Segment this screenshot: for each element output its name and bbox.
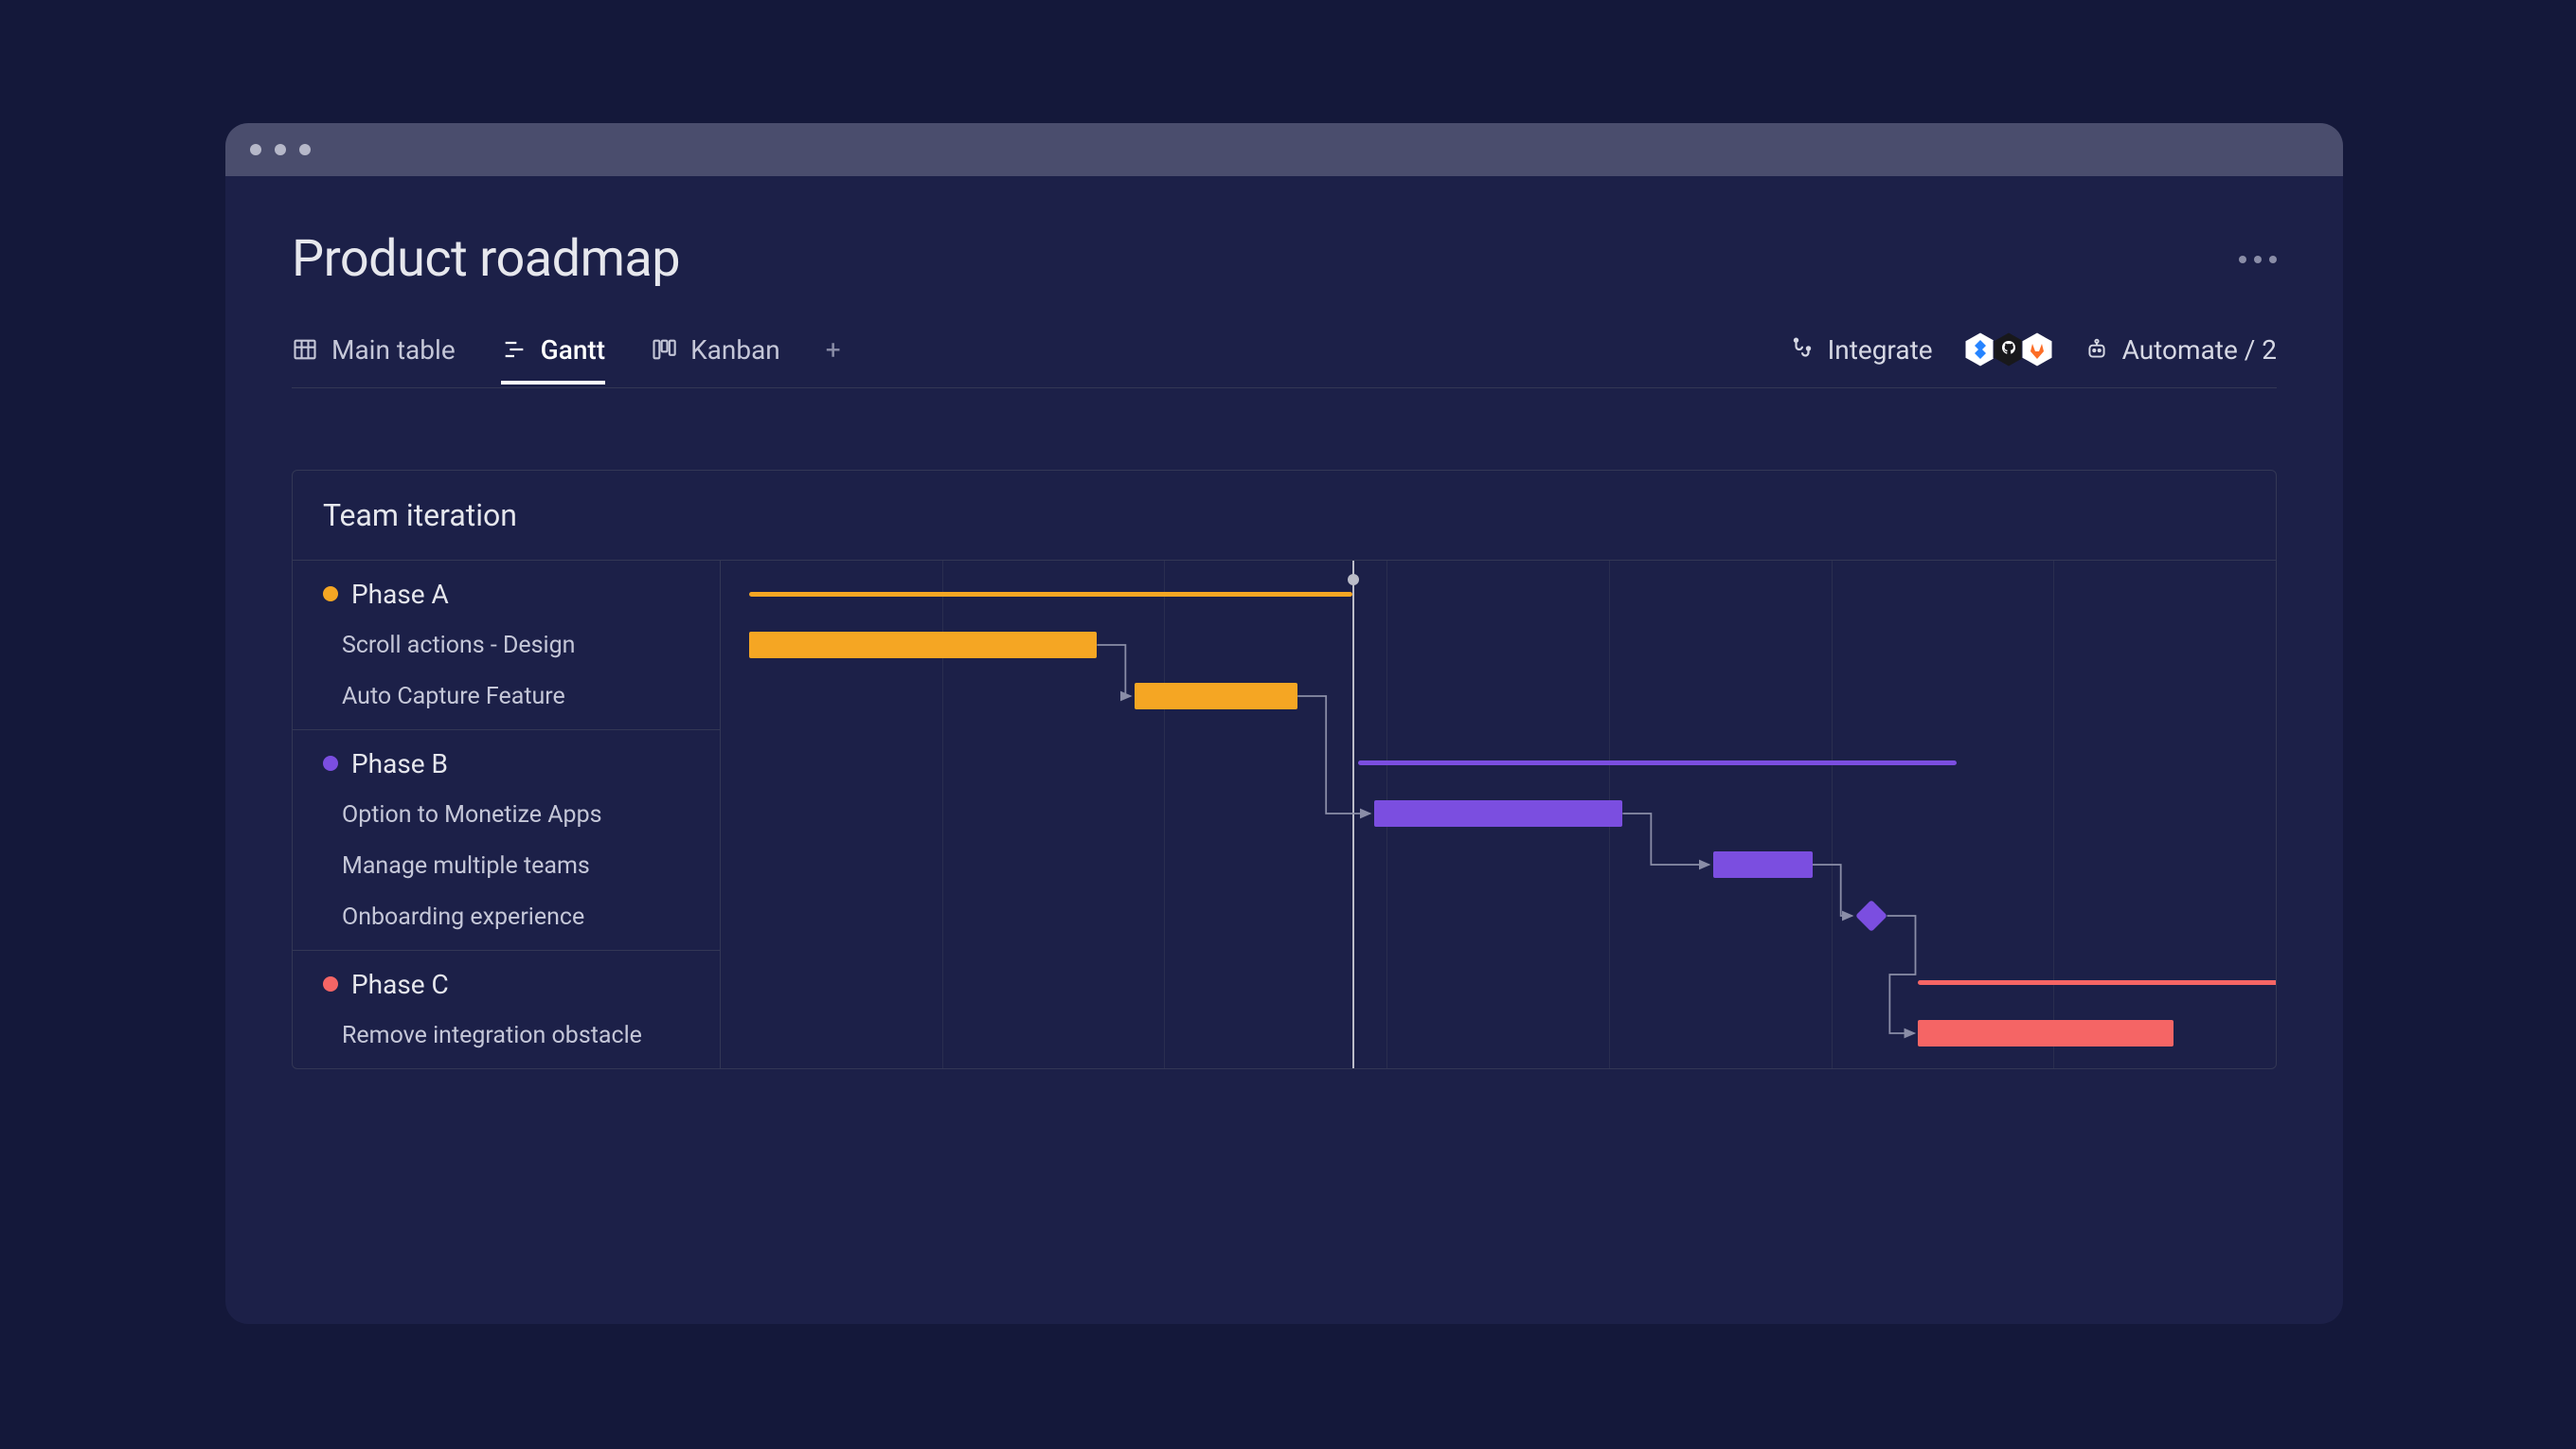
timeline[interactable] bbox=[721, 561, 2276, 1068]
phase-block-a: Phase A Scroll actions - DesignAuto Captu… bbox=[293, 561, 720, 730]
gitlab-integration-icon[interactable] bbox=[2020, 331, 2054, 368]
automate-button[interactable]: Automate / 2 bbox=[2084, 334, 2277, 366]
task-item[interactable]: Onboarding experience bbox=[293, 891, 720, 942]
tab-main-table[interactable]: Main table bbox=[292, 334, 456, 385]
phase-summary-bar[interactable] bbox=[1918, 980, 2276, 985]
phase-block-c: Phase C Remove integration obstacle bbox=[293, 951, 720, 1068]
header-actions: Integrate Automate / 2 bbox=[1790, 331, 2277, 387]
connector bbox=[1097, 645, 1130, 696]
traffic-light-close[interactable] bbox=[250, 144, 261, 155]
connector bbox=[1622, 814, 1708, 865]
app-window: Product roadmap Main table Gantt bbox=[225, 123, 2343, 1324]
automate-label: Automate / 2 bbox=[2122, 334, 2277, 366]
phase-summary-bar[interactable] bbox=[1358, 760, 1957, 765]
phase-dot bbox=[323, 976, 338, 992]
phase-header-a[interactable]: Phase A bbox=[293, 568, 720, 619]
gantt-title: Team iteration bbox=[323, 497, 2245, 533]
table-icon bbox=[292, 336, 318, 363]
gantt-panel: Team iteration Phase A Scroll actions - D… bbox=[292, 470, 2277, 1069]
gantt-bar[interactable] bbox=[1918, 1020, 2173, 1046]
traffic-light-minimize[interactable] bbox=[275, 144, 286, 155]
task-item[interactable]: Remove integration obstacle bbox=[293, 1010, 720, 1061]
phase-block-b: Phase B Option to Monetize AppsManage mul… bbox=[293, 730, 720, 951]
gantt-body: Phase A Scroll actions - DesignAuto Captu… bbox=[293, 561, 2276, 1068]
integration-hexagons bbox=[1963, 331, 2054, 368]
gantt-bar[interactable] bbox=[1374, 800, 1623, 827]
connector bbox=[1297, 696, 1369, 814]
integrate-button[interactable]: Integrate bbox=[1790, 334, 1933, 366]
window-titlebar bbox=[225, 123, 2343, 176]
robot-icon bbox=[2084, 337, 2109, 362]
tab-label: Gantt bbox=[541, 334, 605, 366]
gantt-icon bbox=[501, 336, 528, 363]
tab-gantt[interactable]: Gantt bbox=[501, 334, 605, 385]
phase-label: Phase A bbox=[351, 579, 449, 610]
phase-label: Phase C bbox=[351, 969, 449, 1000]
page-header: Product roadmap bbox=[292, 176, 2277, 289]
view-tabs: Main table Gantt Kanban + bbox=[292, 334, 841, 385]
gantt-bar[interactable] bbox=[1713, 851, 1813, 878]
page-title: Product roadmap bbox=[292, 229, 680, 289]
phase-header-c[interactable]: Phase C bbox=[293, 958, 720, 1010]
tab-label: Kanban bbox=[690, 334, 780, 366]
add-view-button[interactable]: + bbox=[826, 334, 841, 385]
phase-label: Phase B bbox=[351, 748, 448, 779]
task-item[interactable]: Manage multiple teams bbox=[293, 840, 720, 891]
integrate-label: Integrate bbox=[1828, 334, 1933, 366]
phase-dot bbox=[323, 586, 338, 601]
main-content: Product roadmap Main table Gantt bbox=[225, 176, 2343, 1069]
kanban-icon bbox=[651, 336, 677, 363]
gantt-header: Team iteration bbox=[293, 471, 2276, 561]
overflow-menu-button[interactable] bbox=[2239, 256, 2277, 263]
phase-dot bbox=[323, 756, 338, 771]
connector bbox=[1887, 916, 1916, 1033]
integrate-icon bbox=[1790, 337, 1815, 362]
tab-kanban[interactable]: Kanban bbox=[651, 334, 780, 385]
connector bbox=[1813, 865, 1852, 916]
task-item[interactable]: Auto Capture Feature bbox=[293, 671, 720, 722]
task-item[interactable]: Scroll actions - Design bbox=[293, 619, 720, 671]
phase-summary-bar[interactable] bbox=[749, 592, 1352, 597]
tabs-bar: Main table Gantt Kanban + bbox=[292, 331, 2277, 388]
task-item[interactable]: Option to Monetize Apps bbox=[293, 789, 720, 840]
phase-header-b[interactable]: Phase B bbox=[293, 738, 720, 789]
tab-label: Main table bbox=[331, 334, 456, 366]
traffic-light-maximize[interactable] bbox=[299, 144, 311, 155]
gantt-bar[interactable] bbox=[1135, 683, 1297, 709]
task-column: Phase A Scroll actions - DesignAuto Captu… bbox=[293, 561, 721, 1068]
gantt-bar[interactable] bbox=[749, 632, 1098, 658]
